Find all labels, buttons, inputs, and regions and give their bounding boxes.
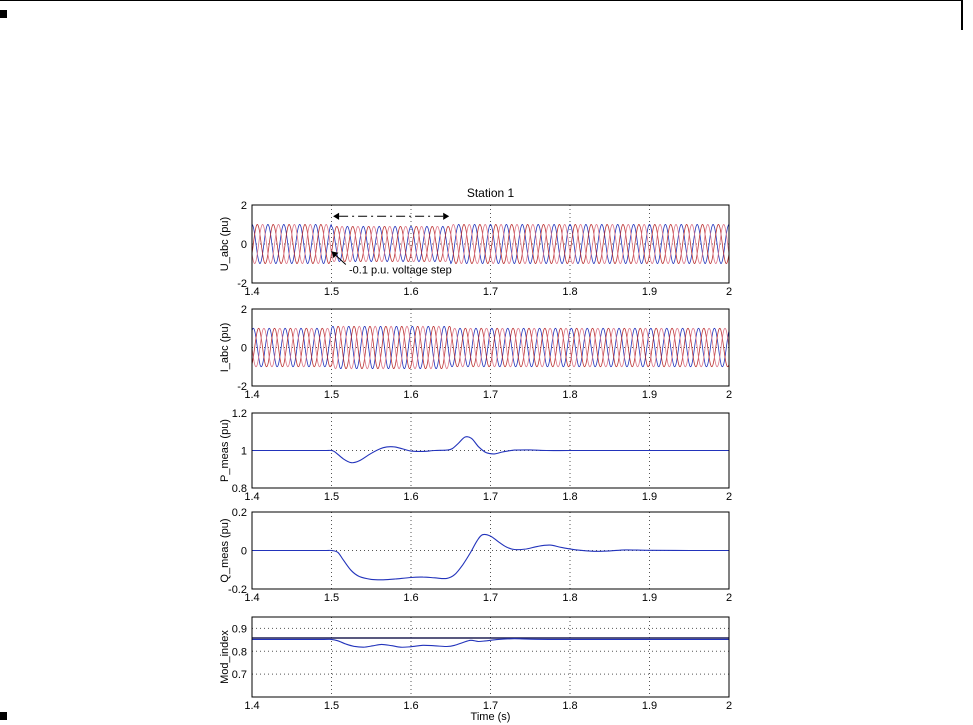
y-tick-label: 0.8 (232, 483, 247, 495)
x-tick-label: 1.5 (324, 286, 339, 298)
x-tick-label: 1.6 (403, 286, 418, 298)
y-tick-label: 2 (241, 304, 247, 316)
y-tick-label: 0.2 (232, 507, 247, 519)
x-tick-label: 1.6 (403, 700, 418, 712)
x-tick-label: 2 (726, 389, 732, 401)
x-tick-label: 1.4 (244, 389, 259, 401)
p-meas-trace (251, 436, 729, 464)
subplot-u-abc: 2 0 -21.4 1.5 1.6 1.7 1.8 1.9 2 U_abc (pu) -0.1 p.… (219, 200, 732, 298)
x-tick-label: 2 (726, 592, 732, 604)
y-tick-label: 0.9 (232, 623, 247, 635)
x-tick-label: 1.7 (483, 491, 498, 503)
x-tick-label: 1.6 (403, 389, 418, 401)
arrowhead (443, 212, 450, 220)
subplot-q-meas-series (252, 533, 729, 581)
y-tick-label: 1.2 (232, 408, 247, 420)
x-tick-label: 1.5 (324, 389, 339, 401)
voltage-step-annotation: -0.1 p.u. voltage step (331, 212, 452, 276)
waveform-phase-a (251, 223, 730, 265)
y-tick-label: 0 (241, 343, 247, 355)
x-axis-label: Time (s) (471, 711, 511, 723)
subplot-i-abc: 2 0 -21.4 1.5 1.6 1.7 1.8 1.9 2 I_abc (pu) (219, 304, 732, 401)
x-tick-label: 1.4 (244, 286, 259, 298)
x-tick-label: 1.8 (562, 286, 577, 298)
x-tick-label: 1.9 (642, 491, 657, 503)
y-axis-label: I_abc (pu) (219, 323, 231, 373)
subplot-mod-index-series (251, 637, 729, 648)
x-tick-label: 1.8 (562, 700, 577, 712)
x-tick-label: 1.5 (324, 491, 339, 503)
x-tick-label: 1.6 (403, 592, 418, 604)
axes-box (251, 204, 730, 284)
subplot-mod-index: 0.9 0.8 0.7 1.4 1.5 1.6 1.7 1.8 1.9 2 Mod_index (219, 616, 732, 712)
arrowhead (333, 212, 340, 220)
x-tick-label: 1.6 (403, 491, 418, 503)
y-axis-label: Mod_index (219, 630, 231, 684)
y-axis-label: P_meas (pu) (219, 419, 231, 482)
x-tick-label: 1.9 (642, 389, 657, 401)
x-tick-label: 1.9 (642, 286, 657, 298)
x-tick-label: 2 (726, 286, 732, 298)
y-tick-label: 1 (241, 446, 247, 458)
y-tick-label: 0 (241, 546, 247, 558)
arrowhead (331, 251, 339, 259)
axes-box (251, 308, 730, 387)
y-tick-label: 0.8 (232, 646, 247, 658)
axes-box (251, 511, 730, 590)
y-tick-label: -0.2 (228, 584, 247, 596)
subplot-p-meas-series (251, 436, 729, 464)
waveform-phase-b (251, 325, 730, 370)
x-tick-label: 1.9 (642, 700, 657, 712)
x-tick-label: 1.4 (244, 491, 259, 503)
x-tick-label: 1.4 (244, 700, 259, 712)
step-label: -0.1 p.u. voltage step (349, 264, 452, 276)
subplot-p-meas: 1.2 1 0.81.4 1.5 1.6 1.7 1.8 1.9 2 P_meas (pu) (219, 408, 732, 503)
x-tick-label: 1.7 (483, 700, 498, 712)
x-tick-label: 1.9 (642, 592, 657, 604)
x-tick-label: 1.4 (244, 592, 259, 604)
mod-index-trace (251, 638, 729, 648)
waveform-phase-c (251, 325, 730, 370)
y-tick-label: -2 (237, 381, 247, 393)
q-meas-trace (252, 533, 729, 581)
axes-box (251, 412, 730, 489)
y-tick-label: -2 (237, 278, 247, 290)
y-axis-label: U_abc (pu) (219, 217, 231, 271)
x-tick-label: 1.8 (562, 592, 577, 604)
y-tick-label: 2 (241, 200, 247, 212)
figure-title: Station 1 (467, 186, 515, 200)
x-tick-label: 1.7 (483, 592, 498, 604)
x-tick-label: 2 (726, 700, 732, 712)
subplot-q-meas: 0.2 0 -0.21.4 1.5 1.6 1.7 1.8 1.9 2 Q_meas (pu) (219, 507, 732, 604)
page-edge-top-line (0, 0, 963, 1)
axes-box (251, 616, 730, 698)
subplot-u-abc-series (251, 223, 730, 265)
x-tick-label: 1.5 (324, 592, 339, 604)
y-tick-label: 0.7 (232, 669, 247, 681)
page-edge-right-line (961, 0, 963, 30)
y-tick-label: 0 (241, 239, 247, 251)
y-axis-label: Q_meas (pu) (219, 518, 231, 582)
x-tick-label: 1.8 (562, 491, 577, 503)
x-tick-label: 2 (726, 491, 732, 503)
waveform-phase-a (251, 325, 730, 370)
x-tick-label: 1.7 (483, 286, 498, 298)
page-edge-left-mark-top (0, 10, 7, 18)
waveform-phase-c (251, 224, 730, 264)
x-tick-label: 1.7 (483, 389, 498, 401)
page-edge-left-mark-bottom (0, 712, 7, 720)
x-tick-label: 1.8 (562, 389, 577, 401)
subplot-i-abc-series (251, 325, 730, 370)
x-tick-label: 1.5 (324, 700, 339, 712)
